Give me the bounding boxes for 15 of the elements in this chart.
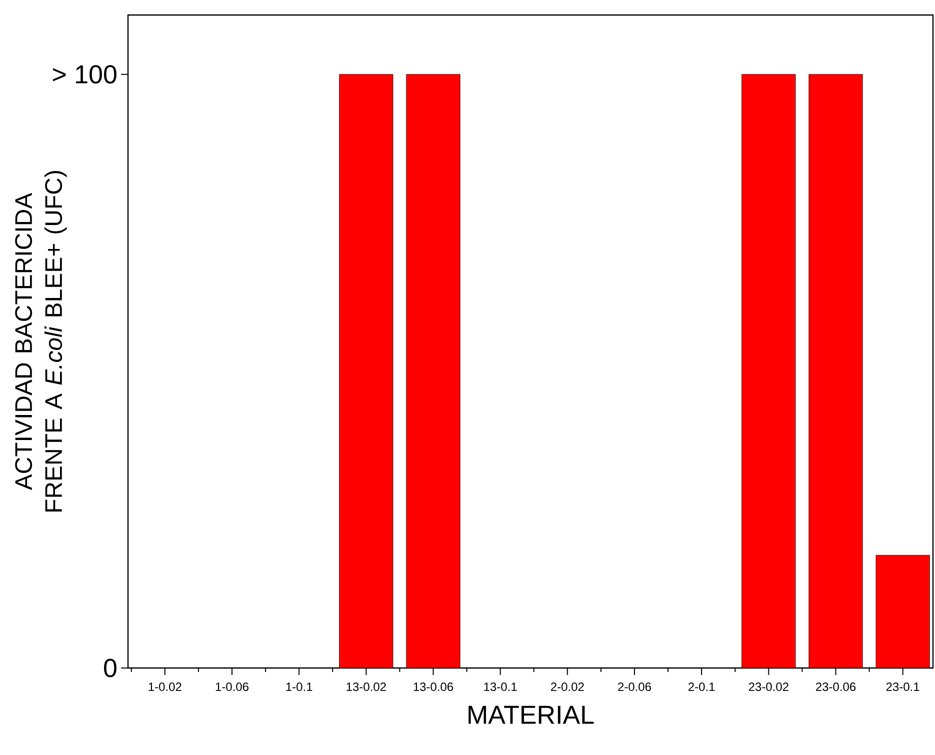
x-tick-label: 23-0.1 (886, 682, 920, 692)
x-tick-label: 1-0.1 (286, 682, 312, 692)
x-tick-label: 2-0.1 (688, 682, 715, 692)
x-tick-label: 13-0.1 (484, 682, 517, 692)
text: 0 (104, 658, 116, 678)
x-axis-title: MATERIAL (468, 706, 594, 724)
x-tick-label: 1-0.02 (148, 682, 182, 692)
x-tick-label: 13-0.02 (346, 682, 386, 692)
text: > 100 (52, 65, 116, 84)
x-tick-label: 1-0.06 (216, 682, 248, 692)
x-tick-label: 13-0.06 (414, 682, 454, 692)
x-tick-label: 2-0.02 (550, 682, 584, 692)
x-tick-label: 2-0.06 (618, 682, 651, 692)
x-tick-label: 23-0.06 (816, 682, 856, 692)
x-tick-label: 23-0.02 (748, 682, 788, 692)
